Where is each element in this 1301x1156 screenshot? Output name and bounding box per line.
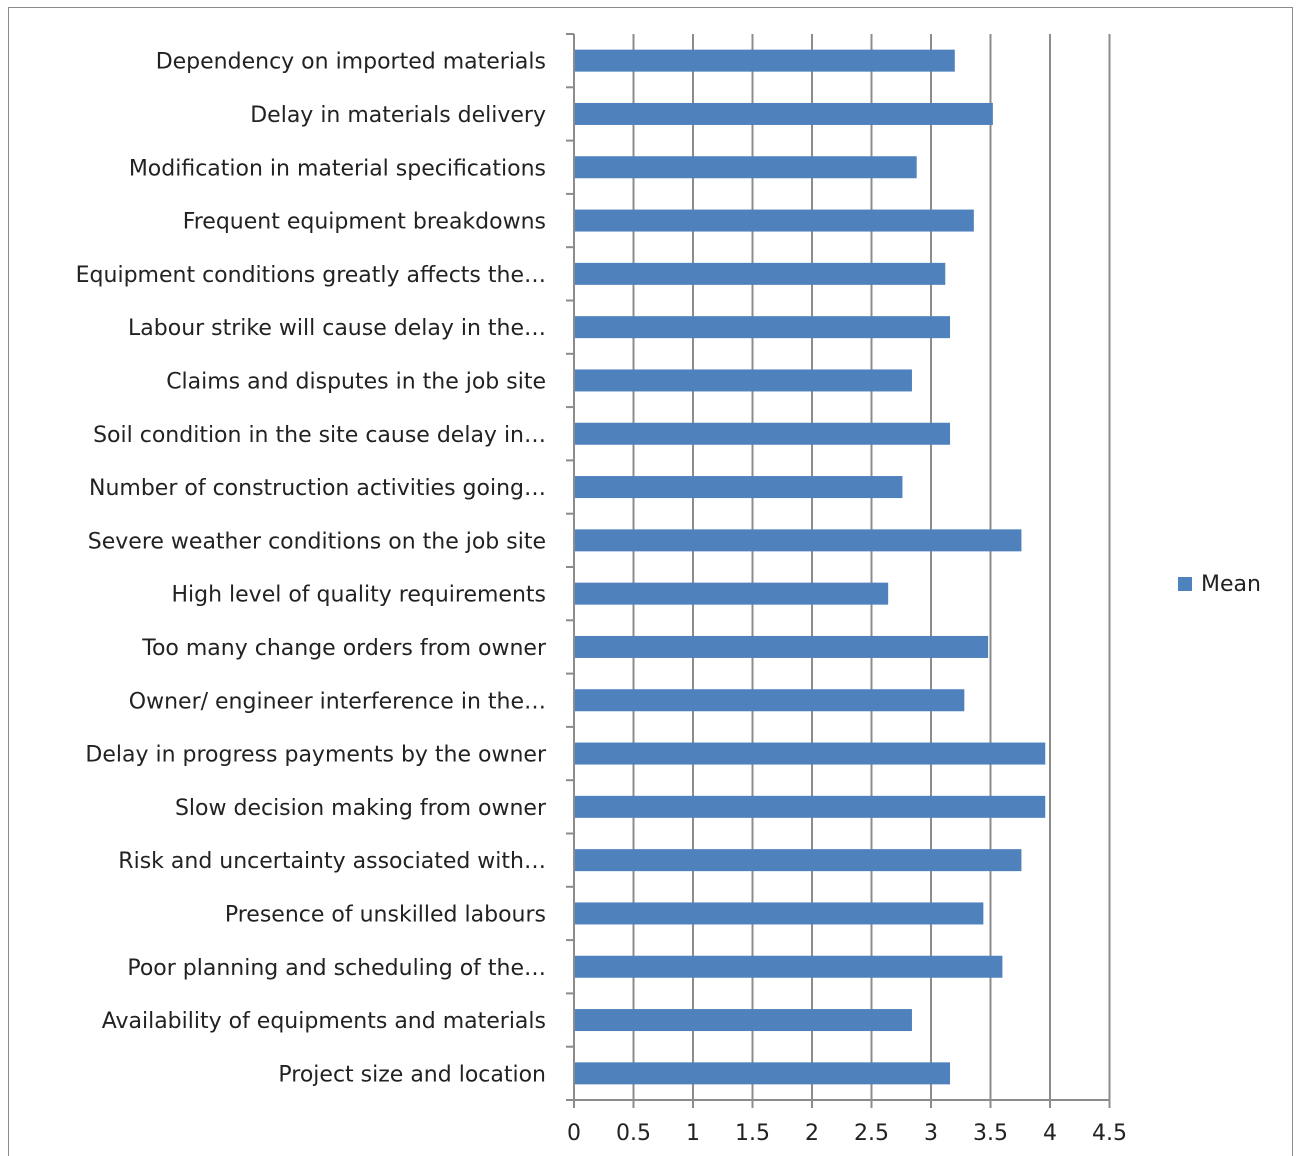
category-label-10: Severe weather conditions on the job sit…: [88, 529, 546, 554]
legend-label-mean: Mean: [1201, 572, 1261, 597]
x-tick-label-2.5: 2.5: [854, 1121, 889, 1146]
x-tick-label-0.5: 0.5: [616, 1121, 651, 1146]
bar-19: [574, 1009, 912, 1032]
bar-16: [574, 849, 1022, 872]
bar-14: [574, 742, 1046, 765]
category-label-15: Slow decision making from owner: [175, 796, 547, 821]
x-tick-label-0: 0: [567, 1121, 581, 1146]
bar-12: [574, 635, 989, 658]
bar-7: [574, 369, 912, 392]
bar-17: [574, 902, 984, 925]
x-tick-label-1.5: 1.5: [735, 1121, 770, 1146]
category-label-1: Dependency on imported materials: [156, 50, 546, 75]
category-label-14: Delay in progress payments by the owner: [85, 743, 547, 768]
x-tick-labels: 0 0.5 1 1.5 2 2.5 3 3.5 4 4.5: [567, 1121, 1127, 1146]
category-label-13: Owner/ engineer interference in the…: [129, 689, 546, 714]
category-label-6: Labour strike will cause delay in the…: [128, 316, 546, 341]
x-tick-label-2: 2: [805, 1121, 819, 1146]
category-label-17: Presence of unskilled labours: [225, 902, 546, 927]
bar-4: [574, 209, 974, 232]
bars: [574, 49, 1046, 1085]
bar-11: [574, 582, 889, 605]
category-label-3: Modification in material specifications: [129, 156, 546, 181]
bar-15: [574, 795, 1046, 818]
bar-18: [574, 955, 1003, 978]
category-label-2: Delay in materials delivery: [250, 103, 546, 128]
category-label-16: Risk and uncertainty associated with…: [118, 849, 546, 874]
bar-3: [574, 156, 917, 179]
x-tick-label-3.5: 3.5: [973, 1121, 1008, 1146]
category-label-5: Equipment conditions greatly affects the…: [76, 263, 546, 288]
gridlines: [632, 34, 1111, 1100]
bar-1: [574, 49, 955, 72]
x-tick-label-4.5: 4.5: [1092, 1121, 1127, 1146]
bar-20: [574, 1062, 951, 1085]
legend-swatch-mean: [1178, 577, 1192, 591]
x-tick-label-1: 1: [686, 1121, 700, 1146]
category-label-7: Claims and disputes in the job site: [166, 369, 546, 394]
category-label-8: Soil condition in the site cause delay i…: [93, 423, 546, 448]
category-label-19: Availability of equipments and materials: [102, 1009, 546, 1034]
category-label-11: High level of quality requirements: [171, 583, 546, 608]
category-label-18: Poor planning and scheduling of the…: [127, 956, 546, 981]
x-tick-label-4: 4: [1043, 1121, 1057, 1146]
bar-5: [574, 262, 946, 285]
category-label-20: Project size and location: [278, 1062, 546, 1087]
bar-2: [574, 102, 993, 125]
category-label-12: Too many change orders from owner: [141, 636, 547, 661]
bar-10: [574, 529, 1022, 552]
category-label-4: Frequent equipment breakdowns: [183, 210, 546, 235]
category-label-9: Number of construction activities going…: [89, 476, 546, 501]
bar-8: [574, 422, 951, 445]
axes: [566, 33, 1111, 1108]
x-tick-label-3: 3: [924, 1121, 938, 1146]
bar-13: [574, 689, 965, 712]
bar-9: [574, 476, 903, 499]
bar-6: [574, 316, 951, 339]
legend: Mean: [1178, 572, 1261, 597]
category-labels: Dependency on imported materials Delay in…: [76, 50, 547, 1088]
